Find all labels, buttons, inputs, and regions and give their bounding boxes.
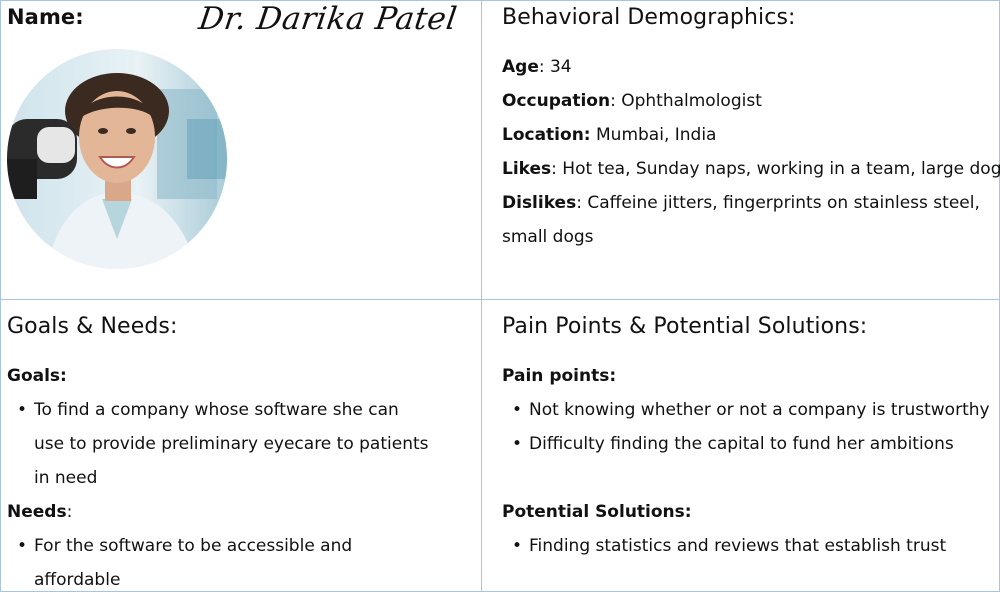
dislikes-row: Dislikes: Caffeine jitters, fingerprints… [502,186,1000,220]
occupation-row: Occupation: Ophthalmologist [502,84,1000,118]
needs-colon: : [66,502,73,522]
likes-value: : Hot tea, Sunday naps, working in a tea… [551,159,1000,179]
age-row: Age: 34 [502,50,1000,84]
dislikes-label: Dislikes [502,193,577,213]
occupation-value: : Ophthalmologist [610,91,762,111]
location-row: Location: Mumbai, India [502,118,1000,152]
dislikes-row-continued: small dogs [502,220,1000,254]
demographics-details: Age: 34 Occupation: Ophthalmologist Loca… [502,50,1000,254]
occupation-label: Occupation [502,91,611,111]
goals-label: Goals: [7,366,67,386]
dislikes-value-continued: small dogs [502,227,594,247]
solutions-label: Potential Solutions: [502,502,692,522]
vertical-divider [481,1,482,592]
pain-points-label: Pain points: [502,366,617,386]
pain-points-heading: Pain Points & Potential Solutions: [502,314,868,339]
goals-needs-cell: Goals & Needs: Goals: To find a company … [1,300,481,592]
demographics-cell: Behavioral Demographics: Age: 34 Occupat… [482,1,1000,299]
person-photo-icon [7,49,227,269]
goals-list: To find a company whose software she can… [7,393,429,495]
needs-label: Needs [7,502,67,522]
age-label: Age [502,57,539,77]
solutions-list: Finding statistics and reviews that esta… [502,529,990,563]
list-item: To find a company whose software she can… [7,393,429,495]
location-value: Mumbai, India [590,125,717,145]
goal-line: To find a company whose software she can [34,400,399,420]
name-label: Name: [7,5,84,29]
demographics-heading: Behavioral Demographics: [502,5,796,30]
needs-row: Needs: [7,495,429,529]
list-item: For the software to be accessible and af… [7,529,429,592]
horizontal-divider [1,299,1000,300]
pain-points-list: Not knowing whether or not a company is … [502,393,990,461]
goals-needs-details: Goals: To find a company whose software … [7,359,429,592]
need-line: For the software to be accessible and [34,536,353,556]
profile-cell: Name: Dr. Darika Patel [1,1,481,299]
goals-needs-heading: Goals & Needs: [7,314,178,339]
goal-line: use to provide preliminary eyecare to pa… [34,434,429,454]
need-line: affordable [34,570,121,590]
goal-line: in need [34,468,98,488]
list-item: Not knowing whether or not a company is … [502,393,990,427]
location-label: Location: [502,125,591,145]
list-item: Finding statistics and reviews that esta… [502,529,990,563]
pain-points-cell: Pain Points & Potential Solutions: Pain … [482,300,1000,592]
list-item: Difficulty finding the capital to fund h… [502,427,990,461]
age-value: : 34 [538,57,572,77]
likes-row: Likes: Hot tea, Sunday naps, working in … [502,152,1000,186]
likes-label: Likes [502,159,552,179]
spacer [502,461,990,495]
name-signature: Dr. Darika Patel [196,1,460,37]
pain-points-details: Pain points: Not knowing whether or not … [502,359,990,563]
needs-list: For the software to be accessible and af… [7,529,429,592]
dislikes-value: : Caffeine jitters, fingerprints on stai… [576,193,980,213]
